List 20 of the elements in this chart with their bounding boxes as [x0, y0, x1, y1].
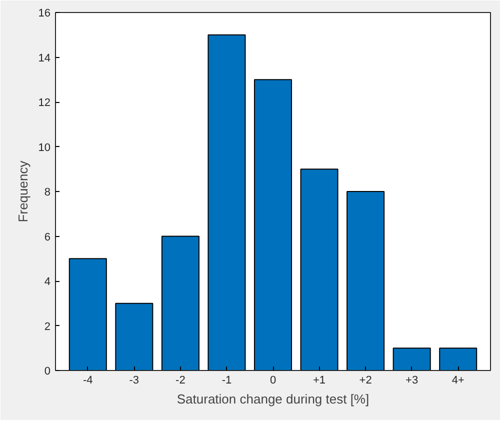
x-tick-label: -2	[176, 374, 186, 386]
x-tick-label: 0	[270, 374, 276, 386]
x-tick-label: +3	[406, 374, 418, 386]
y-tick-label: 8	[44, 186, 51, 198]
x-tick-label: -1	[222, 374, 232, 386]
x-tick-label: +2	[359, 374, 372, 386]
y-axis-title: Frequency	[15, 160, 30, 222]
y-tick-label: 14	[38, 52, 51, 64]
x-axis-title: Saturation change during test [%]	[176, 392, 370, 406]
x-tick-label: -3	[129, 374, 140, 386]
x-tick-label: 4+	[452, 374, 464, 386]
y-tick-label: 2	[44, 320, 51, 333]
y-tick-label: 0	[44, 366, 51, 378]
y-tick-label: 12	[38, 97, 51, 109]
y-tick-label: 16	[38, 8, 51, 20]
y-tick-label: 10	[38, 142, 51, 154]
x-tick-label: +1	[313, 374, 326, 386]
y-tick-label: 6	[44, 231, 51, 244]
x-tick-label: -4	[83, 374, 93, 386]
y-tick-label: 4	[44, 276, 51, 288]
